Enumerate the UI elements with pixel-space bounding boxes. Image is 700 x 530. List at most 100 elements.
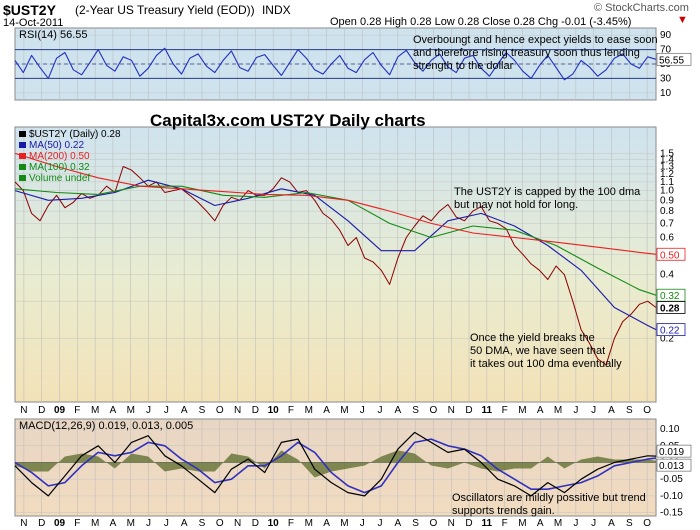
macd-x-label: N xyxy=(448,518,455,529)
legend-label: MA(50) 0.22 xyxy=(29,140,84,151)
price-annotation-line: but may not hold for long. xyxy=(454,199,578,211)
price-x-label: A xyxy=(110,405,117,416)
price-x-label: J xyxy=(591,405,596,416)
price-panel-frame xyxy=(14,126,657,403)
price-series--ust2y-daily- xyxy=(14,166,657,366)
symbol-name: (2-Year US Treasury Yield (EOD)) INDX xyxy=(75,3,291,17)
macd-tick-label: -0.10 xyxy=(660,491,683,502)
price-x-label: F xyxy=(288,405,294,416)
price-value-label: 0.32 xyxy=(660,291,680,302)
macd-x-label: S xyxy=(199,518,206,529)
rsi-last-tag xyxy=(656,52,692,66)
price-annotation-line: The UST2Y is capped by the 100 dma xyxy=(454,186,641,198)
macd-x-label: F xyxy=(74,518,80,529)
price-x-label: J xyxy=(164,405,169,416)
price-annotation-line: Once the yield breaks the xyxy=(470,332,595,344)
rsi-tick-label: 90 xyxy=(660,30,672,41)
macd-x-label: A xyxy=(537,518,544,529)
macd-x-label: O xyxy=(430,518,438,529)
price-tick-label: 1.3 xyxy=(660,162,674,173)
macd-x-label: A xyxy=(181,518,188,529)
macd-x-label: D xyxy=(38,518,45,529)
symbol-title: $UST2Y xyxy=(3,2,56,18)
macd-x-label: N xyxy=(20,518,27,529)
price-x-label: S xyxy=(199,405,206,416)
price-tick-label: 1.1 xyxy=(660,177,674,188)
price-x-label: N xyxy=(234,405,241,416)
exchange: INDX xyxy=(261,3,291,17)
rsi-annotation-line: strength to the dollar xyxy=(413,60,514,72)
price-x-label: 09 xyxy=(54,405,66,416)
macd-x-label: J xyxy=(573,518,578,529)
price-value-tag xyxy=(656,247,686,261)
macd-x-label: J xyxy=(164,518,169,529)
macd-line xyxy=(14,431,657,497)
price-annotation-line: 50 DMA, we have seen that xyxy=(470,345,605,357)
macd-x-label: 11 xyxy=(482,518,493,529)
price-x-label: S xyxy=(412,405,419,416)
legend-label: MA(100) 0.32 xyxy=(29,162,90,173)
rsi-tick-label: 10 xyxy=(660,88,672,99)
rsi-tick-label: 70 xyxy=(660,45,672,56)
macd-tick-label: 0.10 xyxy=(660,424,680,435)
price-value-label: 0.28 xyxy=(660,303,680,314)
price-x-label: D xyxy=(38,405,45,416)
price-tick-label: 0.7 xyxy=(660,218,674,229)
macd-x-label: F xyxy=(288,518,294,529)
macd-x-label: O xyxy=(643,518,651,529)
macd-x-label: J xyxy=(378,518,383,529)
price-x-label: A xyxy=(323,405,330,416)
price-x-label: J xyxy=(378,405,383,416)
price-value-tag xyxy=(656,323,686,337)
macd-x-label: M xyxy=(518,518,526,529)
macd-x-label: M xyxy=(554,518,562,529)
macd-annotation-line: Oscillators are mildly possitive but tre… xyxy=(452,492,646,504)
macd-x-label: J xyxy=(360,518,365,529)
price-x-label: D xyxy=(252,405,259,416)
macd-x-label: A xyxy=(110,518,117,529)
price-x-label: N xyxy=(448,405,455,416)
ohlc-readout: Open 0.28 High 0.28 Low 0.28 Close 0.28 … xyxy=(330,16,632,28)
macd-x-label: A xyxy=(323,518,330,529)
price-x-label: M xyxy=(305,405,313,416)
price-value-label: 0.50 xyxy=(660,250,680,261)
price-x-label: M xyxy=(91,405,99,416)
macd-value-label: 0.013 xyxy=(659,461,684,472)
price-tick-label: 1.4 xyxy=(660,155,674,166)
legend-swatch xyxy=(19,164,26,170)
price-x-label: J xyxy=(146,405,151,416)
price-x-label: F xyxy=(74,405,80,416)
price-tick-label: 0.9 xyxy=(660,195,674,206)
chart-date: 14-Oct-2011 xyxy=(3,17,64,29)
macd-x-label: J xyxy=(591,518,596,529)
price-x-label: N xyxy=(20,405,27,416)
legend-label: $UST2Y (Daily) 0.28 xyxy=(29,129,121,140)
price-x-label: O xyxy=(216,405,224,416)
symbol: $UST2Y xyxy=(3,2,56,18)
macd-x-label: M xyxy=(127,518,135,529)
rsi-last-label: 56.55 xyxy=(659,55,684,66)
macd-histogram xyxy=(15,450,656,478)
legend-label: Volume undef xyxy=(29,173,90,184)
price-tick-label: 0.4 xyxy=(660,270,674,281)
price-value-tag xyxy=(656,301,686,314)
macd-x-label: D xyxy=(252,518,259,529)
price-x-label: M xyxy=(340,405,348,416)
rsi-annotation-line: Overboungt and hence expect yields to ea… xyxy=(413,34,658,46)
macd-x-label: M xyxy=(91,518,99,529)
rsi-title: RSI(14) 56.55 xyxy=(19,29,87,41)
price-x-label: M xyxy=(127,405,135,416)
macd-tick-label: -0.05 xyxy=(660,474,683,485)
macd-x-label: F xyxy=(502,518,508,529)
macd-x-label: M xyxy=(340,518,348,529)
legend-label: MA(200) 0.50 xyxy=(29,151,90,162)
price-tick-label: 0.6 xyxy=(660,233,674,244)
macd-x-label: S xyxy=(626,518,633,529)
price-tick-label: 1.2 xyxy=(660,169,674,180)
rsi-line xyxy=(14,47,657,81)
legend-swatch xyxy=(19,131,26,137)
price-x-label: F xyxy=(502,405,508,416)
legend-swatch xyxy=(19,142,26,148)
rsi-annotation-line: and therefore rising treasury soon thus … xyxy=(413,47,640,59)
